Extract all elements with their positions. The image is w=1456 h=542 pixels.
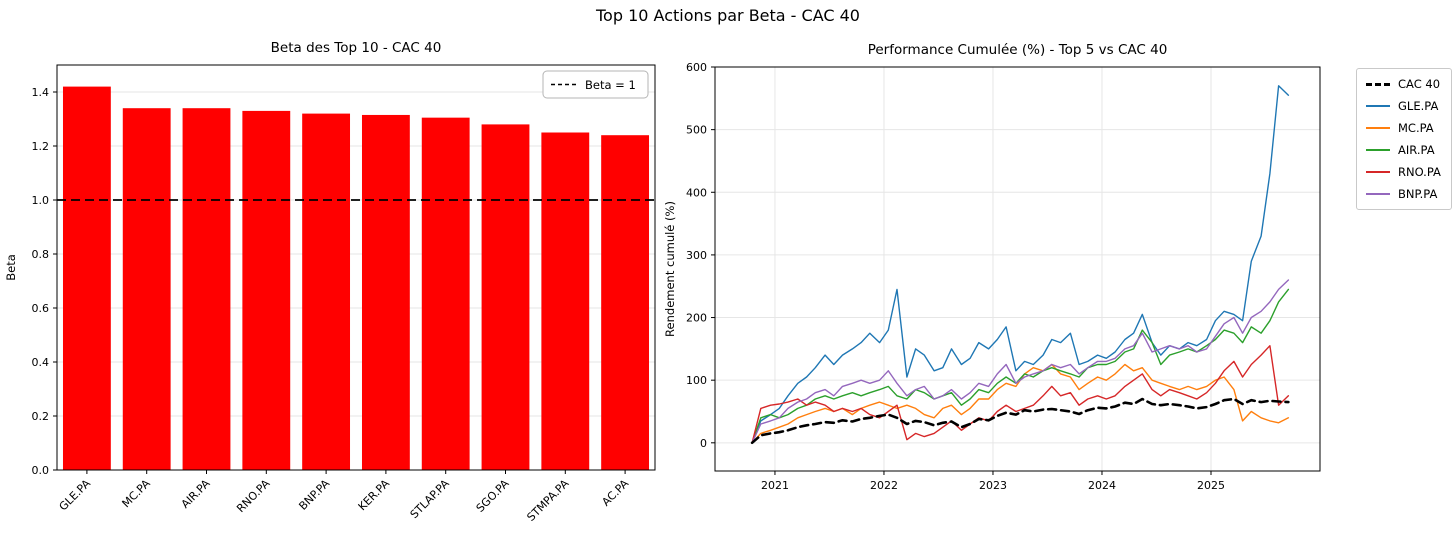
x-tick-label: MC.PA xyxy=(119,477,153,511)
bar-STMPA.PA xyxy=(541,132,590,470)
x-tick-label: GLE.PA xyxy=(57,477,94,514)
bar-AIR.PA xyxy=(182,108,231,470)
series-line-GLE.PA xyxy=(751,85,1290,444)
y-tick-label: 600 xyxy=(686,61,707,74)
x-tick-label: 2024 xyxy=(1088,479,1116,492)
y-tick-label: 0.2 xyxy=(32,410,50,423)
legend-swatch-icon xyxy=(1366,105,1390,107)
legend-item-AIR.PA: AIR.PA xyxy=(1366,143,1441,157)
y-tick-label: 300 xyxy=(686,249,707,262)
x-tick-label: 2025 xyxy=(1197,479,1225,492)
legend-swatch-icon xyxy=(1366,82,1390,86)
legend-swatch-icon xyxy=(1366,193,1390,195)
legend-item-CAC-40: CAC 40 xyxy=(1366,77,1441,91)
y-axis-title: Rendement cumulé (%) xyxy=(663,201,677,337)
x-tick-label: KER.PA xyxy=(356,477,393,514)
legend-item-RNO.PA: RNO.PA xyxy=(1366,165,1441,179)
bar-RNO.PA xyxy=(242,110,291,471)
legend-label: MC.PA xyxy=(1398,121,1434,135)
bar-GLE.PA xyxy=(62,86,111,470)
x-tick-label: 2021 xyxy=(761,479,789,492)
y-tick-label: 100 xyxy=(686,374,707,387)
y-tick-label: 0.6 xyxy=(32,302,50,315)
legend-item-MC.PA: MC.PA xyxy=(1366,121,1441,135)
legend-swatch-icon xyxy=(1366,171,1390,173)
series-line-CAC-40 xyxy=(750,397,1290,445)
performance-line-chart: 0 100 200 300 400 500 600 2021 2022 2023 2024 2025 R… xyxy=(663,42,1321,492)
y-tick-label: 1.2 xyxy=(32,140,50,153)
legend-label: AIR.PA xyxy=(1398,143,1435,157)
beta-bar-chart: 0.0 0.2 0.4 0.6 0.8 1.0 1.2 1.4 GLE.PA MC.PA AIR.P… xyxy=(4,40,656,524)
bar-KER.PA xyxy=(361,114,410,470)
legend-label: GLE.PA xyxy=(1398,99,1439,113)
y-tick-label: 1.0 xyxy=(32,194,50,207)
y-tick-label: 0.0 xyxy=(32,464,50,477)
y-tick-label: 0.4 xyxy=(32,356,50,369)
bar-BNP.PA xyxy=(302,113,351,470)
y-tick-label: 500 xyxy=(686,124,707,137)
plot-border xyxy=(56,64,656,471)
y-tick-label: 1.4 xyxy=(32,86,50,99)
legend-label: RNO.PA xyxy=(1398,165,1441,179)
series-line-RNO.PA xyxy=(751,345,1290,444)
y-tick-label: 400 xyxy=(686,186,707,199)
legend-label: CAC 40 xyxy=(1398,77,1441,91)
x-tick-label: 2023 xyxy=(979,479,1007,492)
bar-AC.PA xyxy=(601,135,650,470)
x-tick-label: RNO.PA xyxy=(234,477,273,516)
series-line-MC.PA xyxy=(751,363,1290,444)
bar-STLAP.PA xyxy=(421,117,470,471)
y-tick-label: 0.8 xyxy=(32,248,50,261)
legend-item-BNP.PA: BNP.PA xyxy=(1366,187,1441,201)
x-tick-label: STMPA.PA xyxy=(524,477,571,524)
bar-SGO.PA xyxy=(481,124,530,471)
performance-legend: CAC 40 GLE.PA MC.PA AIR.PA RNO.PA BNP.PA xyxy=(1356,68,1452,210)
x-tick-label: AC.PA xyxy=(599,477,631,509)
figure-title: Top 10 Actions par Beta - CAC 40 xyxy=(596,6,860,25)
subplot-title: Performance Cumulée (%) - Top 5 vs CAC 4… xyxy=(868,42,1168,58)
beta-legend-label: Beta = 1 xyxy=(585,78,636,92)
x-tick-label: AIR.PA xyxy=(179,477,213,511)
x-tick-label: 2022 xyxy=(870,479,898,492)
y-tick-label: 0 xyxy=(700,437,707,450)
beta-legend-box xyxy=(542,70,649,99)
plot-border xyxy=(714,66,1321,472)
x-tick-label: STLAP.PA xyxy=(408,477,453,522)
legend-swatch-icon xyxy=(1366,127,1390,129)
subplot-title: Beta des Top 10 - CAC 40 xyxy=(271,40,442,56)
series-line-BNP.PA xyxy=(751,279,1290,444)
bar-MC.PA xyxy=(122,108,171,470)
y-axis-title: Beta xyxy=(4,254,18,281)
legend-swatch-icon xyxy=(1366,149,1390,151)
x-tick-label: BNP.PA xyxy=(296,477,332,513)
legend-label: BNP.PA xyxy=(1398,187,1438,201)
legend-item-GLE.PA: GLE.PA xyxy=(1366,99,1441,113)
y-tick-label: 200 xyxy=(686,312,707,325)
x-tick-label: SGO.PA xyxy=(474,477,512,515)
